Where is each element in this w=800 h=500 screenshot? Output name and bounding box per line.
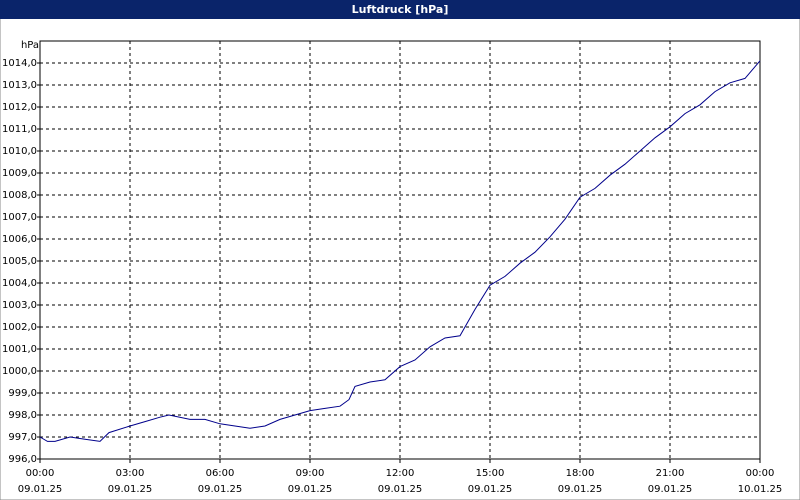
- y-tick-label: 1001,0: [2, 344, 37, 355]
- x-tick-label: 15:00: [476, 468, 505, 479]
- x-tick-label: 03:00: [116, 468, 145, 479]
- x-tick-label: 06:00: [206, 468, 235, 479]
- x-tick-date: 09.01.25: [468, 484, 513, 495]
- x-tick-date: 09.01.25: [378, 484, 423, 495]
- data-line: [39, 60, 761, 442]
- title-bar: [0, 0, 800, 19]
- x-tick-date: 09.01.25: [108, 484, 153, 495]
- x-tick-label: 00:00: [26, 468, 55, 479]
- x-tick-date: 09.01.25: [288, 484, 333, 495]
- y-tick-label: 1009,0: [2, 168, 37, 179]
- y-tick-label: 1010,0: [2, 146, 37, 157]
- x-tick-date: 09.01.25: [18, 484, 63, 495]
- x-tick-label: 00:00: [746, 468, 775, 479]
- x-tick-date: 10.01.25: [738, 484, 783, 495]
- y-tick-label: 996,0: [8, 454, 37, 465]
- chart-title: Luftdruck [hPa]: [352, 3, 449, 16]
- x-tick-label: 12:00: [386, 468, 415, 479]
- y-tick-label: 999,0: [8, 388, 37, 399]
- x-tick-date: 09.01.25: [648, 484, 693, 495]
- y-tick-label: 1013,0: [2, 80, 37, 91]
- y-tick-label: 1012,0: [2, 102, 37, 113]
- y-tick-label: 1004,0: [2, 278, 37, 289]
- y-tick-label: 1014,0: [2, 58, 37, 69]
- y-tick-label: 1002,0: [2, 322, 37, 333]
- y-tick-label: 998,0: [8, 410, 37, 421]
- y-tick-label: 1006,0: [2, 234, 37, 245]
- y-tick-label: 1008,0: [2, 190, 37, 201]
- x-tick-label: 18:00: [566, 468, 595, 479]
- y-tick-label: 1005,0: [2, 256, 37, 267]
- y-tick-label: 997,0: [8, 432, 37, 443]
- y-tick-label: 1003,0: [2, 300, 37, 311]
- y-tick-label: 1000,0: [2, 366, 37, 377]
- x-tick-date: 09.01.25: [558, 484, 603, 495]
- y-axis-label: hPa: [21, 40, 39, 51]
- x-tick-date: 09.01.25: [198, 484, 243, 495]
- y-tick-label: 1011,0: [2, 124, 37, 135]
- x-tick-label: 21:00: [656, 468, 685, 479]
- x-tick-label: 09:00: [296, 468, 325, 479]
- y-tick-label: 1007,0: [2, 212, 37, 223]
